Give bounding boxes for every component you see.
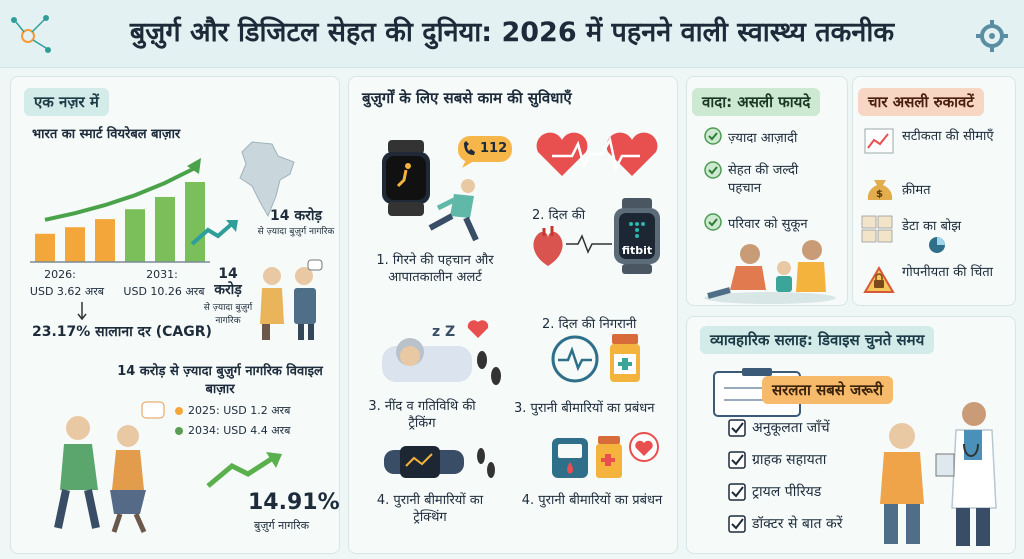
chart-bar bbox=[95, 219, 115, 262]
benefit-item-3: परिवार को सुकून bbox=[728, 217, 808, 232]
growth-label: बुज़ुर्ग नागरिक bbox=[254, 519, 310, 532]
growth-arrow-large-icon bbox=[206, 452, 282, 488]
advice-item-2: ग्राहक सहायता bbox=[752, 452, 827, 468]
footsteps-icon bbox=[477, 351, 501, 385]
map-big-number: 14 करोड़ bbox=[270, 208, 322, 224]
growth-arrow-icon bbox=[190, 220, 238, 246]
barrier-item-2: क़ीमत bbox=[902, 183, 931, 198]
page-title: बुज़ुर्ग और डिजिटल सेहत की दुनिया: 2026 … bbox=[129, 17, 895, 48]
chart-trend-arrow bbox=[44, 166, 196, 222]
label-2031-value: USD 10.26 अरब bbox=[123, 285, 205, 298]
chart-bar bbox=[35, 233, 55, 262]
privacy-warning-icon bbox=[863, 266, 895, 293]
check-icon-1 bbox=[704, 127, 722, 145]
left-sub-text: से ज़्यादा बुज़ुर्ग नागरिक bbox=[203, 303, 253, 326]
activity-band-icon bbox=[384, 446, 464, 478]
watch-brand-label: fitbit bbox=[621, 244, 653, 257]
pie-chart-icon bbox=[929, 237, 945, 253]
legend-2034: 2034: USD 4.4 अरब bbox=[188, 424, 291, 437]
market-title: भारत का स्मार्ट वियरेबल बाज़ार bbox=[32, 127, 181, 142]
advice-item-4: डॉक्टर से बात करें bbox=[752, 516, 843, 532]
svg-text:$: $ bbox=[876, 189, 883, 200]
elderly-market-title: 14 करोड़ से ज़्यादा बुज़ुर्ग नागरिक विवा… bbox=[117, 364, 323, 397]
india-map-icon bbox=[239, 141, 295, 218]
legend-2025-dot bbox=[175, 407, 183, 415]
ecg-line-icon bbox=[566, 234, 612, 254]
advice-item-3: ट्रायल पीरियड bbox=[752, 484, 822, 500]
heart-ecg-icon bbox=[536, 132, 658, 176]
monitor-ecg-icon bbox=[551, 335, 599, 383]
market-bar-chart bbox=[30, 158, 210, 263]
family-illustration bbox=[704, 240, 836, 304]
chart-bar bbox=[155, 196, 175, 262]
checkbox-icon-2 bbox=[728, 451, 746, 469]
feature-4-label: 4. पुरानी बीमारियों का ट्रेक्थिंग bbox=[376, 493, 484, 525]
phone-call-icon bbox=[458, 136, 512, 168]
barrier-item-1: सटीकता की सीमाएँ bbox=[902, 129, 994, 144]
label-2031-year: 2031: bbox=[146, 268, 178, 281]
feature-3b-label: 3. पुरानी बीमारियों का प्रबंधन bbox=[514, 401, 655, 416]
chart-bar bbox=[125, 209, 145, 262]
medicine-bottle-icon bbox=[596, 436, 622, 478]
advice-heading: व्यावहारिक सलाह: डिवाइस चुनते समय bbox=[700, 326, 935, 354]
label-2026-year: 2026: bbox=[44, 268, 76, 281]
sleep-icon: z Z bbox=[382, 320, 489, 382]
feature-4b-label: 4. पुरानी बीमारियों का प्रबंधन bbox=[521, 493, 663, 508]
feature-3-label: 3. नींद व गतिविथि की ट्रैकिंग bbox=[368, 399, 476, 431]
chart-bar bbox=[65, 227, 85, 262]
benefit-item-2: सेहत की जल्दी पहचान bbox=[728, 163, 799, 196]
left-big-number: 14 करोड़ bbox=[214, 266, 242, 298]
check-icon-3 bbox=[704, 213, 722, 231]
checkbox-icon-1 bbox=[728, 419, 746, 437]
benefits-heading: वादा: असली फायदे bbox=[692, 88, 821, 116]
chart-trend-arrowhead bbox=[187, 158, 201, 174]
barriers-heading: चार असली रुकावटें bbox=[858, 88, 984, 116]
fitbit-watch-icon bbox=[614, 198, 660, 274]
elderly-couple-illustration bbox=[260, 259, 323, 340]
anatomical-heart-icon bbox=[533, 226, 563, 266]
barrier-item-4: गोपनीयता की चिंता bbox=[902, 265, 993, 280]
check-icon-2 bbox=[704, 161, 722, 179]
heart-rate-icon bbox=[629, 432, 659, 462]
overview-heading: एक नज़र में bbox=[24, 88, 109, 116]
accuracy-chart-icon bbox=[864, 128, 894, 154]
checkbox-icon-4 bbox=[728, 515, 746, 533]
chart-bar bbox=[185, 182, 205, 262]
growth-percent: 14.91% bbox=[248, 490, 340, 515]
advice-highlight: सरलता सबसे जरूरी bbox=[762, 376, 893, 404]
features-heading: बुज़ुर्गों के लिए सबसे काम की सुविधाएँ bbox=[362, 89, 572, 107]
svg-text:z Z: z Z bbox=[432, 324, 455, 340]
feature-1-label: 1. गिरने की पहचान और आपातकालीन अलर्ट bbox=[376, 253, 494, 285]
feature-2-top-label: 2. दिल की bbox=[532, 208, 586, 223]
doctor-patient-illustration bbox=[880, 402, 997, 546]
legend-2034-dot bbox=[175, 427, 183, 435]
gear-icon bbox=[976, 20, 1008, 52]
advice-item-1: अनुकूलता जाँचें bbox=[752, 420, 830, 436]
barrier-item-3: डेटा का बोझ bbox=[902, 219, 962, 234]
checkbox-icon-3 bbox=[728, 483, 746, 501]
title-bar: बुज़ुर्ग और डिजिटल सेहत की दुनिया: 2026 … bbox=[0, 0, 1024, 68]
falling-person-illustration bbox=[428, 179, 479, 242]
label-2026-value: USD 3.62 अरब bbox=[29, 285, 105, 298]
money-bag-icon: $ bbox=[867, 180, 893, 200]
benefit-item-1: ज़्यादा आज़ादी bbox=[728, 131, 798, 146]
pill-bottle-icon bbox=[610, 334, 640, 382]
map-sub-text: से ज़्यादा बुज़ुर्ग नागरिक bbox=[257, 227, 335, 237]
footsteps-small-icon bbox=[477, 448, 495, 478]
data-overload-icon bbox=[861, 215, 893, 243]
dancing-couple-illustration bbox=[54, 401, 165, 534]
cagr-text: 23.17% सालाना दर (CAGR) bbox=[32, 324, 212, 340]
smartwatch-fall-icon bbox=[382, 140, 430, 216]
network-icon bbox=[11, 15, 51, 53]
glucometer-icon bbox=[552, 438, 588, 478]
legend-2025: 2025: USD 1.2 अरब bbox=[188, 404, 291, 417]
call-number: 112 bbox=[480, 141, 508, 156]
feature-2b-label: 2. दिल की निगरानी bbox=[542, 317, 637, 332]
down-arrow-icon bbox=[77, 302, 87, 321]
